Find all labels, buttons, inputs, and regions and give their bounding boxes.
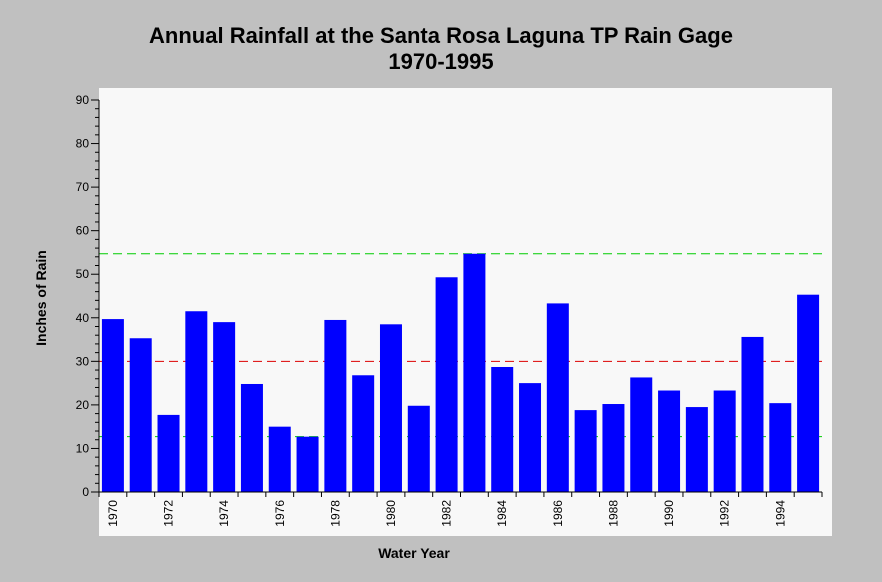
y-tick-label: 80 xyxy=(76,137,90,151)
bar-1978 xyxy=(324,319,347,492)
bars xyxy=(101,253,820,492)
x-tick-label: 1986 xyxy=(551,500,565,527)
bar-1975 xyxy=(240,383,263,492)
y-tick-label: 90 xyxy=(76,93,90,107)
bar-1985 xyxy=(519,383,542,492)
x-tick-label: 1980 xyxy=(384,500,398,527)
bar-1990 xyxy=(658,390,681,492)
x-tick-label: 1978 xyxy=(328,500,342,527)
bar-1989 xyxy=(630,377,653,492)
y-axis-label: Inches of Rain xyxy=(33,250,49,346)
bar-1979 xyxy=(352,375,375,492)
y-tick-label: 10 xyxy=(76,441,90,455)
bar-1993 xyxy=(741,336,764,492)
y-tick-label: 20 xyxy=(76,398,90,412)
y-tick-label: 0 xyxy=(82,485,89,499)
bar-1995 xyxy=(797,294,820,492)
bar-1971 xyxy=(129,338,152,492)
x-tick-label: 1970 xyxy=(106,500,120,527)
y-tick-label: 70 xyxy=(76,180,90,194)
bar-1987 xyxy=(574,410,597,492)
bar-1986 xyxy=(546,303,569,492)
bar-1970 xyxy=(101,319,124,492)
bar-1974 xyxy=(213,322,236,492)
bar-1992 xyxy=(713,390,736,492)
x-tick-label: 1988 xyxy=(606,500,620,527)
y-tick-label: 40 xyxy=(76,311,90,325)
y-tick-label: 50 xyxy=(76,267,90,281)
x-axis-label: Water Year xyxy=(378,545,450,561)
chart-subtitle: 1970-1995 xyxy=(388,49,494,74)
x-tick-label: 1994 xyxy=(773,500,787,527)
x-tick-label: 1974 xyxy=(217,500,231,527)
bar-1994 xyxy=(769,403,792,492)
bar-1973 xyxy=(185,311,208,492)
x-tick-label: 1982 xyxy=(440,500,454,527)
bar-1972 xyxy=(157,414,180,492)
x-tick-label: 1990 xyxy=(662,500,676,527)
x-tick-label: 1972 xyxy=(162,500,176,527)
chart-title: Annual Rainfall at the Santa Rosa Laguna… xyxy=(149,23,733,48)
bar-1982 xyxy=(435,277,458,492)
x-tick-label: 1976 xyxy=(273,500,287,527)
bar-1976 xyxy=(268,426,291,492)
y-axis: 0 10 20 30 40 50 60 70 80 90 xyxy=(76,93,100,499)
x-axis: 1970 1972 1974 1976 1978 1980 1982 1984 1986 1988… xyxy=(98,491,823,527)
bar-1988 xyxy=(602,404,625,492)
bar-1981 xyxy=(407,405,430,492)
bar-1991 xyxy=(685,407,708,492)
bar-1977 xyxy=(296,436,319,492)
x-tick-label: 1992 xyxy=(718,500,732,527)
x-tick-label: 1984 xyxy=(495,500,509,527)
bar-1984 xyxy=(491,366,514,492)
y-tick-label: 30 xyxy=(76,354,90,368)
y-tick-label: 60 xyxy=(76,224,90,238)
bar-1983 xyxy=(463,253,486,492)
bar-1980 xyxy=(379,324,402,492)
